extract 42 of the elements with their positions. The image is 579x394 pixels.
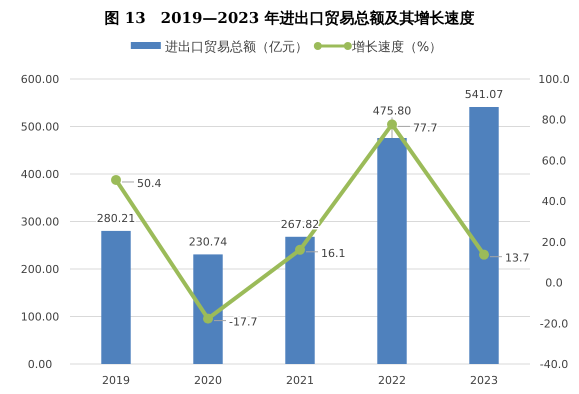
y-tick-label: 500.00 <box>20 120 60 134</box>
x-tick-label: 2020 <box>194 374 222 387</box>
data-label: 50.4 <box>137 176 162 190</box>
data-label: 13.7 <box>505 252 530 265</box>
y-tick-label: 300.00 <box>20 216 60 228</box>
point <box>387 119 397 130</box>
bar <box>285 236 315 364</box>
point <box>295 244 305 255</box>
legend-label: 增长速度（%） <box>350 39 442 55</box>
bar <box>193 254 223 364</box>
data-label: 280.21 <box>96 212 136 225</box>
y-tick-label: 200.00 <box>20 263 60 276</box>
point <box>111 174 121 185</box>
y2-tick-label: 60.0 <box>542 154 566 168</box>
y-tick-label: 0.00 <box>28 358 52 371</box>
data-label: 541.07 <box>464 88 504 101</box>
bar <box>469 106 499 364</box>
y-tick-label: 400.00 <box>20 168 60 181</box>
data-label: 230.74 <box>188 235 228 248</box>
x-tick-label: 2023 <box>470 374 498 387</box>
data-label: -17.7 <box>229 316 258 329</box>
point <box>479 250 489 260</box>
x-tick-label: 2022 <box>378 374 406 387</box>
y2-tick-label: -20.0 <box>540 317 568 330</box>
y2-tick-label: 80.0 <box>542 114 566 127</box>
data-label: 77.7 <box>413 121 438 134</box>
y-tick-label: 600.00 <box>20 73 60 86</box>
data-label: 16.1 <box>321 246 346 260</box>
y2-tick-label: 100.0 <box>538 73 570 86</box>
y2-tick-label: 40.0 <box>542 195 566 208</box>
legend-label: 进出口贸易总额（亿元） <box>164 40 308 55</box>
data-label: 475.80 <box>372 104 412 118</box>
x-tick-label: 2019 <box>102 374 130 387</box>
y2-tick-label: 0.0 <box>545 276 563 290</box>
y2-tick-label: 20.0 <box>542 236 566 249</box>
y-tick-label: 100.00 <box>20 310 60 324</box>
chart-title: 图 13 2019—2023 年进出口贸易总额及其增长速度 <box>104 9 474 27</box>
x-tick-label: 2021 <box>286 374 314 387</box>
point <box>203 314 213 324</box>
y2-tick-label: -40.0 <box>540 358 568 371</box>
bar <box>101 230 131 364</box>
bar <box>377 138 407 364</box>
